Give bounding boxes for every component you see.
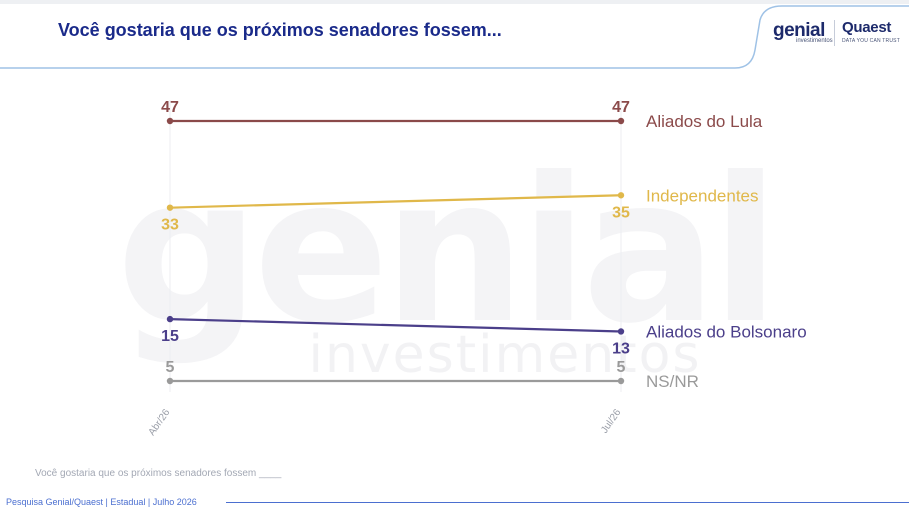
data-label: 47 — [161, 99, 179, 116]
series-name-label: Independentes — [646, 186, 759, 205]
footer-line — [226, 502, 909, 503]
top-bar — [0, 0, 909, 4]
watermark: genial investimentos — [116, 135, 779, 385]
series-name-label: Aliados do Lula — [646, 112, 763, 131]
data-label: 47 — [612, 99, 630, 116]
quaest-logo: Quaest — [842, 19, 892, 36]
genial-logo-subtitle: investimentos — [796, 38, 833, 44]
footer-source: Pesquisa Genial/Quaest | Estadual | Julh… — [6, 497, 197, 507]
data-label: 13 — [612, 340, 630, 357]
series-line — [169, 317, 622, 333]
data-point — [617, 377, 625, 385]
data-point — [166, 377, 174, 385]
data-label: 33 — [161, 217, 179, 234]
series-line — [169, 194, 622, 209]
data-label: 35 — [612, 204, 630, 221]
question-text: Você gostaria que os próximos senadores … — [35, 468, 282, 479]
header-curve — [0, 5, 909, 69]
data-point — [617, 117, 625, 125]
x-tick-label: Jul/26 — [599, 407, 624, 436]
watermark-sub: investimentos — [309, 325, 702, 385]
data-point — [166, 204, 174, 211]
data-point — [166, 315, 174, 323]
data-point — [617, 192, 625, 199]
watermark-main: genial — [116, 135, 773, 368]
series-name-label: Aliados do Bolsonaro — [646, 322, 807, 341]
genial-logo: genial — [773, 20, 825, 41]
plot-area: 47 47 Aliados do Lula 33 35 Independentes 15 13… — [147, 99, 807, 438]
data-label: 5 — [166, 359, 175, 376]
series-name-label: NS/NR — [646, 372, 699, 391]
data-label: 15 — [161, 328, 179, 345]
logo-divider — [834, 20, 835, 46]
x-tick-label: Abr/26 — [147, 407, 173, 438]
quaest-logo-subtitle: DATA YOU CAN TRUST — [842, 38, 900, 44]
data-point — [166, 117, 174, 125]
page-title: Você gostaria que os próximos senadores … — [58, 20, 502, 40]
data-point — [617, 328, 625, 335]
data-label: 5 — [617, 359, 626, 376]
